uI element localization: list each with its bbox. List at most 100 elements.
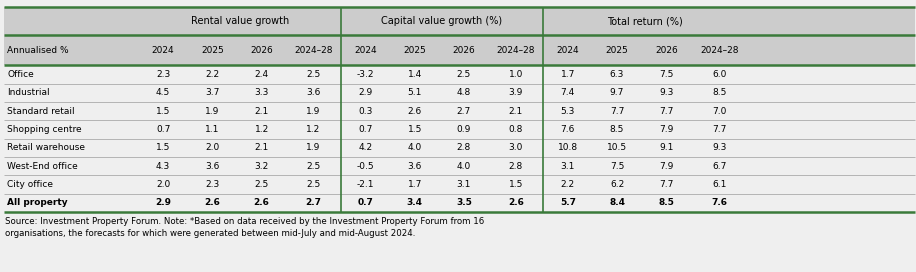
Text: 5.3: 5.3 [561,107,575,116]
Text: 1.1: 1.1 [205,125,220,134]
Text: 3.9: 3.9 [508,88,523,97]
Text: 2.5: 2.5 [307,180,321,189]
Text: 2024–28: 2024–28 [496,46,535,55]
Text: 2.0: 2.0 [156,180,170,189]
Text: Shopping centre: Shopping centre [7,125,82,134]
Text: 2.1: 2.1 [255,107,268,116]
Text: 2.9: 2.9 [358,88,373,97]
Text: 2.7: 2.7 [306,199,322,208]
Text: -0.5: -0.5 [356,162,375,171]
Text: 1.5: 1.5 [156,143,170,152]
Text: City office: City office [7,180,53,189]
Text: 2.6: 2.6 [204,199,221,208]
Text: 3.5: 3.5 [456,199,472,208]
Text: 9.3: 9.3 [712,143,726,152]
Text: 7.9: 7.9 [660,162,673,171]
Text: 5.1: 5.1 [408,88,422,97]
Text: 2024: 2024 [354,46,376,55]
Text: 4.3: 4.3 [156,162,170,171]
Text: 7.7: 7.7 [660,107,673,116]
Text: 2.3: 2.3 [205,180,220,189]
Text: 1.7: 1.7 [408,180,422,189]
Text: 7.4: 7.4 [561,88,575,97]
Text: -2.1: -2.1 [356,180,375,189]
Bar [4,7,915,35]
Text: 2.0: 2.0 [205,143,220,152]
Text: 2.6: 2.6 [254,199,269,208]
Text: 2.4: 2.4 [255,70,268,79]
Text: 2.6: 2.6 [508,199,524,208]
Text: West-End office: West-End office [7,162,78,171]
Text: 1.5: 1.5 [508,180,523,189]
Text: 2024: 2024 [557,46,579,55]
Text: 7.7: 7.7 [712,125,726,134]
Text: 2.1: 2.1 [508,107,523,116]
Text: 9.1: 9.1 [660,143,673,152]
Text: 2024–28: 2024–28 [700,46,738,55]
Text: 1.9: 1.9 [205,107,220,116]
Text: 2.5: 2.5 [255,180,268,189]
Text: 6.1: 6.1 [712,180,726,189]
Text: 2.9: 2.9 [155,199,171,208]
Text: 2.7: 2.7 [457,107,471,116]
Text: 3.6: 3.6 [205,162,220,171]
Text: 2026: 2026 [655,46,678,55]
Text: 3.6: 3.6 [408,162,422,171]
Text: 0.9: 0.9 [457,125,471,134]
Text: 4.0: 4.0 [408,143,422,152]
Text: 6.3: 6.3 [610,70,624,79]
Text: 2.2: 2.2 [205,70,220,79]
Text: 7.7: 7.7 [610,107,624,116]
Text: 4.5: 4.5 [156,88,170,97]
Text: 4.2: 4.2 [358,143,373,152]
Text: 2.6: 2.6 [408,107,422,116]
Text: 7.5: 7.5 [610,162,624,171]
Text: 3.4: 3.4 [407,199,422,208]
Text: 2.8: 2.8 [457,143,471,152]
Text: 1.9: 1.9 [306,107,321,116]
Text: 3.2: 3.2 [255,162,268,171]
Text: 3.1: 3.1 [457,180,471,189]
Text: 2025: 2025 [605,46,628,55]
Text: 8.5: 8.5 [659,199,674,208]
Text: 3.0: 3.0 [508,143,523,152]
Text: 2.3: 2.3 [156,70,170,79]
Text: 10.5: 10.5 [607,143,627,152]
Text: Total return (%): Total return (%) [607,16,683,26]
Text: 5.7: 5.7 [560,199,576,208]
Text: 6.2: 6.2 [610,180,624,189]
Text: All property: All property [7,199,68,208]
Text: 0.7: 0.7 [357,199,374,208]
Text: 7.0: 7.0 [712,107,726,116]
Text: 0.7: 0.7 [156,125,170,134]
Text: 7.6: 7.6 [561,125,575,134]
Text: 2026: 2026 [250,46,273,55]
Text: 3.1: 3.1 [561,162,575,171]
Text: 0.7: 0.7 [358,125,373,134]
Text: 7.7: 7.7 [660,180,673,189]
Text: 9.3: 9.3 [660,88,673,97]
Text: 1.9: 1.9 [306,143,321,152]
Text: 1.7: 1.7 [561,70,575,79]
Text: 0.3: 0.3 [358,107,373,116]
Text: 9.7: 9.7 [610,88,624,97]
Text: 2025: 2025 [403,46,426,55]
Text: 1.2: 1.2 [307,125,321,134]
Text: 1.5: 1.5 [408,125,422,134]
Text: 10.8: 10.8 [558,143,578,152]
Text: Source: Investment Property Forum. Note: *Based on data received by the Investme: Source: Investment Property Forum. Note:… [5,217,485,238]
Text: 2025: 2025 [201,46,224,55]
Text: 2.8: 2.8 [508,162,523,171]
Text: 0.8: 0.8 [508,125,523,134]
Text: 6.7: 6.7 [712,162,726,171]
Text: 3.3: 3.3 [255,88,268,97]
Text: 2024: 2024 [152,46,174,55]
Text: -3.2: -3.2 [356,70,375,79]
Text: 3.7: 3.7 [205,88,220,97]
Text: 1.4: 1.4 [408,70,422,79]
Text: 1.5: 1.5 [156,107,170,116]
Text: Standard retail: Standard retail [7,107,75,116]
Text: 8.4: 8.4 [609,199,625,208]
Text: 2.2: 2.2 [561,180,575,189]
Text: 2.1: 2.1 [255,143,268,152]
